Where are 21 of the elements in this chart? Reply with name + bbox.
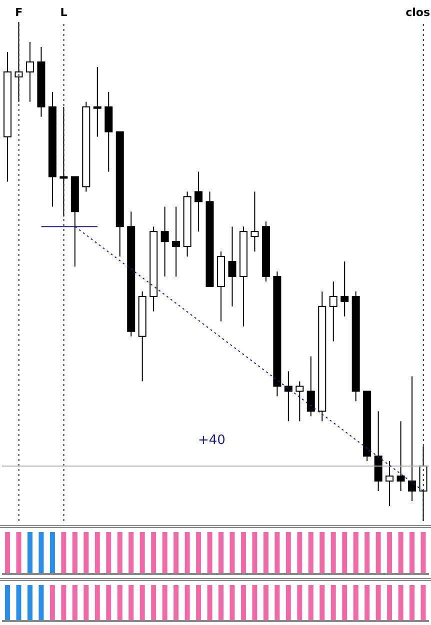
text: F bbox=[15, 6, 23, 19]
text: clos bbox=[406, 6, 430, 19]
candlestick bbox=[60, 106, 68, 218]
candlestick bbox=[340, 261, 349, 317]
candlestick bbox=[14, 22, 23, 102]
candlestick bbox=[228, 226, 236, 307]
annotation: +40 bbox=[198, 433, 226, 448]
candlestick bbox=[172, 206, 180, 277]
candlestick bbox=[396, 420, 405, 492]
candlestick bbox=[284, 370, 292, 422]
candlestick bbox=[408, 376, 416, 502]
candlestick bbox=[386, 460, 394, 507]
candlestick bbox=[160, 206, 169, 277]
candlestick bbox=[194, 171, 203, 232]
candlestick bbox=[329, 280, 338, 342]
candlestick bbox=[26, 41, 34, 102]
candlestick bbox=[93, 66, 102, 138]
candlestick bbox=[250, 191, 259, 252]
text: L bbox=[60, 6, 68, 19]
candlestick bbox=[296, 380, 304, 422]
candlestick bbox=[306, 356, 315, 417]
